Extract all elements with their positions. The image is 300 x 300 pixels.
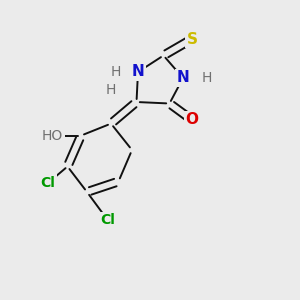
Text: H: H xyxy=(110,65,121,79)
Text: H: H xyxy=(105,83,116,97)
Text: HO: HO xyxy=(42,129,63,142)
Text: N: N xyxy=(132,64,144,80)
Text: H: H xyxy=(202,71,212,85)
Text: N: N xyxy=(177,70,189,86)
Text: S: S xyxy=(187,32,197,46)
Text: Cl: Cl xyxy=(100,214,116,227)
Text: Cl: Cl xyxy=(40,176,56,190)
Text: O: O xyxy=(185,112,199,128)
